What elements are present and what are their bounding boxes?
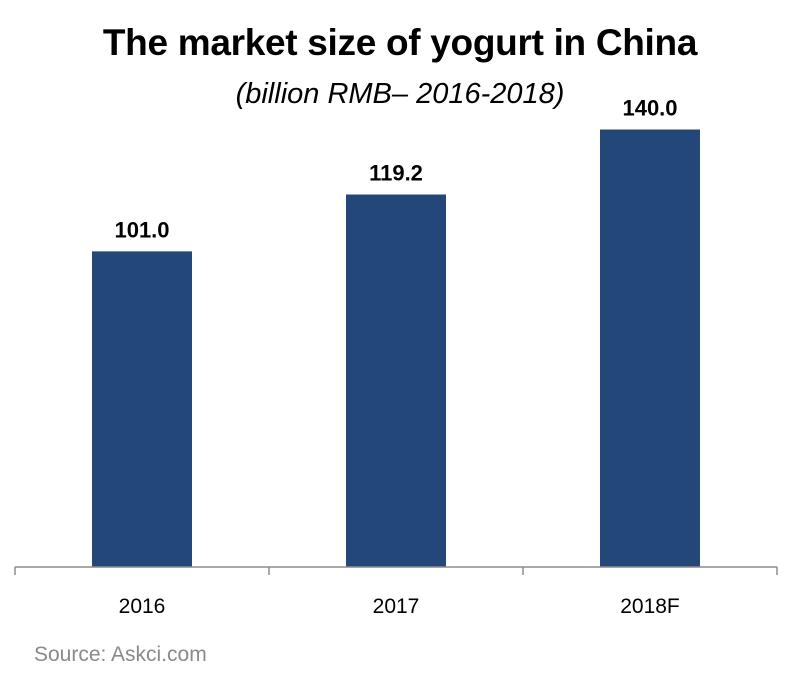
data-label-2016: 101.0 [114, 217, 169, 242]
x-tick-label-2016: 2016 [119, 595, 166, 618]
x-axis [14, 566, 778, 575]
x-tick-label-2018F: 2018F [620, 595, 680, 618]
chart-subtitle: (billion RMB– 2016-2018) [235, 78, 565, 110]
bar-2017 [346, 194, 446, 567]
data-label-2018F: 140.0 [622, 96, 677, 121]
bar-2016 [92, 251, 192, 567]
bars-layer [92, 129, 700, 567]
chart-title: The market size of yogurt in China [102, 22, 698, 63]
data-label-2017: 119.2 [369, 161, 423, 186]
x-tick-label-2017: 2017 [373, 595, 420, 618]
bar-2018F [600, 129, 700, 567]
labels-layer: 101.0 2016 119.2 2017 140.0 2018F [114, 96, 679, 619]
source-note: Source: Askci.com [34, 643, 207, 666]
